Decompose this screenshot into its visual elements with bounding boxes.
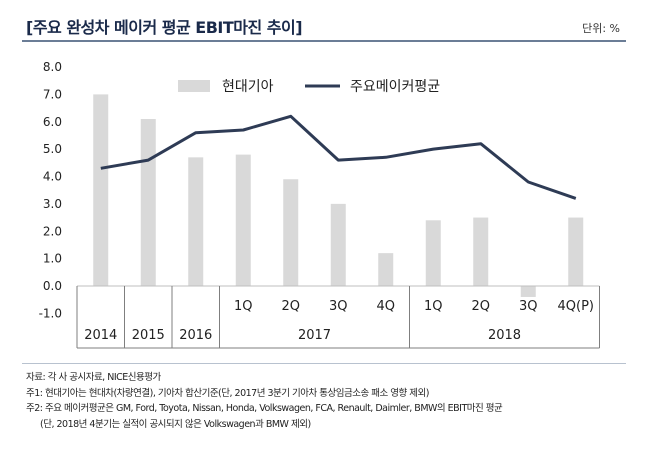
- year-label: 2017: [298, 328, 331, 343]
- footnotes: 자료: 각 사 공시자료, NICE신용평가 주1: 현대기아는 현대차(차량연…: [26, 370, 503, 432]
- y-tick-label: 7.0: [43, 87, 62, 101]
- y-tick-label: 3.0: [43, 197, 62, 211]
- chart-title: [주요 완성차 메이커 평균 EBIT마진 추이]: [26, 18, 303, 37]
- quarter-label: 4Q: [376, 299, 395, 314]
- quarter-label: 1Q: [424, 299, 443, 314]
- y-tick-label: -1.0: [39, 306, 62, 320]
- bar-hyundai-kia: [520, 286, 536, 297]
- bar-hyundai-kia: [235, 154, 251, 286]
- bar-hyundai-kia: [140, 119, 156, 286]
- bar-hyundai-kia: [568, 217, 584, 286]
- year-label: 2015: [132, 328, 165, 343]
- notes-divider: [22, 363, 626, 364]
- note-1: 주1: 현대기아는 현대차(차량연결), 기아차 합산기준(단, 2017년 3…: [26, 387, 429, 399]
- note-2: 주2: 주요 메이커평균은 GM, Ford, Toyota, Nissan, …: [26, 403, 503, 414]
- bar-hyundai-kia: [188, 157, 204, 286]
- note-2-continued: (단, 2018년 4분기는 실적이 공시되지 않은 Volkswagen과 B…: [40, 418, 311, 430]
- year-label: 2018: [488, 328, 521, 343]
- bar-hyundai-kia: [425, 220, 441, 286]
- bar-hyundai-kia: [378, 253, 394, 286]
- quarter-label: 3Q: [519, 299, 538, 314]
- y-tick-label: 1.0: [43, 252, 62, 266]
- legend-bar-label: 현대기아: [222, 79, 274, 95]
- title-divider: [22, 40, 626, 42]
- y-tick-label: 5.0: [43, 142, 62, 156]
- y-tick-label: 6.0: [43, 115, 62, 129]
- year-label: 2014: [84, 328, 117, 343]
- legend-line-label: 주요메이커평균: [350, 79, 440, 95]
- legend-bar-swatch: [178, 80, 210, 92]
- year-label: 2016: [179, 328, 212, 343]
- quarter-label: 2Q: [281, 299, 300, 314]
- y-tick-label: 2.0: [43, 224, 62, 238]
- quarter-label: 4Q(P): [558, 299, 595, 314]
- quarter-label: 2Q: [471, 299, 490, 314]
- ebit-margin-chart: 8.0 7.0 6.0 5.0 4.0 3.0 2.0 1.0 0.0 -1.0 현대기아 주요메이커…: [39, 60, 600, 349]
- line-major-makers-avg: [100, 114, 577, 200]
- y-tick-label: 0.0: [43, 279, 62, 293]
- note-source: 자료: 각 사 공시자료, NICE신용평가: [26, 372, 161, 383]
- y-tick-label: 8.0: [43, 60, 62, 74]
- bar-hyundai-kia: [330, 203, 346, 286]
- bar-hyundai-kia: [93, 94, 109, 286]
- bar-hyundai-kia: [283, 179, 299, 286]
- quarter-label: 1Q: [234, 299, 253, 314]
- quarter-label: 3Q: [329, 299, 348, 314]
- bar-hyundai-kia: [473, 217, 489, 286]
- unit-label: 단위: %: [582, 22, 620, 35]
- y-tick-label: 4.0: [43, 170, 62, 184]
